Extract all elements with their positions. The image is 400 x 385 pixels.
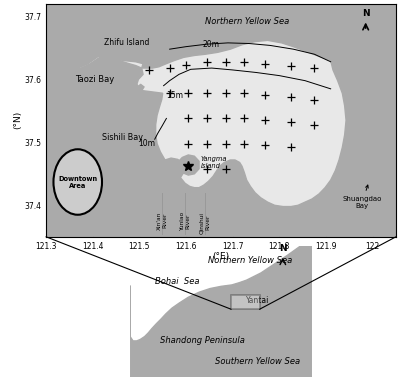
Text: Qinshui
River: Qinshui River [199,212,210,234]
Text: Sishili Bay: Sishili Bay [102,133,143,142]
Text: Shandong Peninsula: Shandong Peninsula [160,336,245,345]
Text: 15m: 15m [166,91,184,100]
Text: Downtown: Downtown [58,176,97,182]
Bar [231,295,260,309]
Text: Northern Yellow Sea: Northern Yellow Sea [208,256,292,264]
Text: Yunlao
River: Yunlao River [180,212,190,231]
Text: N: N [279,244,287,253]
Text: Northern Yellow Sea: Northern Yellow Sea [204,17,289,26]
Text: 10m: 10m [138,139,155,148]
Text: Bohai  Sea: Bohai Sea [155,278,200,286]
Polygon shape [135,94,142,100]
X-axis label: (°E): (°E) [212,252,230,261]
Text: Zhifu Island: Zhifu Island [104,38,150,47]
Polygon shape [136,84,144,91]
Text: Shuangdao
Bay: Shuangdao Bay [343,185,382,209]
Text: Taozi Bay: Taozi Bay [75,75,115,84]
Text: 20m: 20m [202,40,219,49]
Polygon shape [236,288,245,291]
Polygon shape [130,246,312,377]
Y-axis label: (°N): (°N) [14,111,23,129]
Polygon shape [46,4,185,237]
Polygon shape [178,155,199,175]
Text: N: N [362,9,370,18]
Text: Yangma
Island: Yangma Island [201,156,227,169]
Circle shape [54,149,102,215]
Text: Area: Area [69,183,86,189]
Polygon shape [139,4,396,237]
Text: Xin'an
River: Xin'an River [156,212,167,230]
Text: Southern Yellow Sea: Southern Yellow Sea [215,358,300,367]
Polygon shape [46,4,396,70]
Text: Yantai: Yantai [246,296,269,305]
Polygon shape [76,43,132,57]
